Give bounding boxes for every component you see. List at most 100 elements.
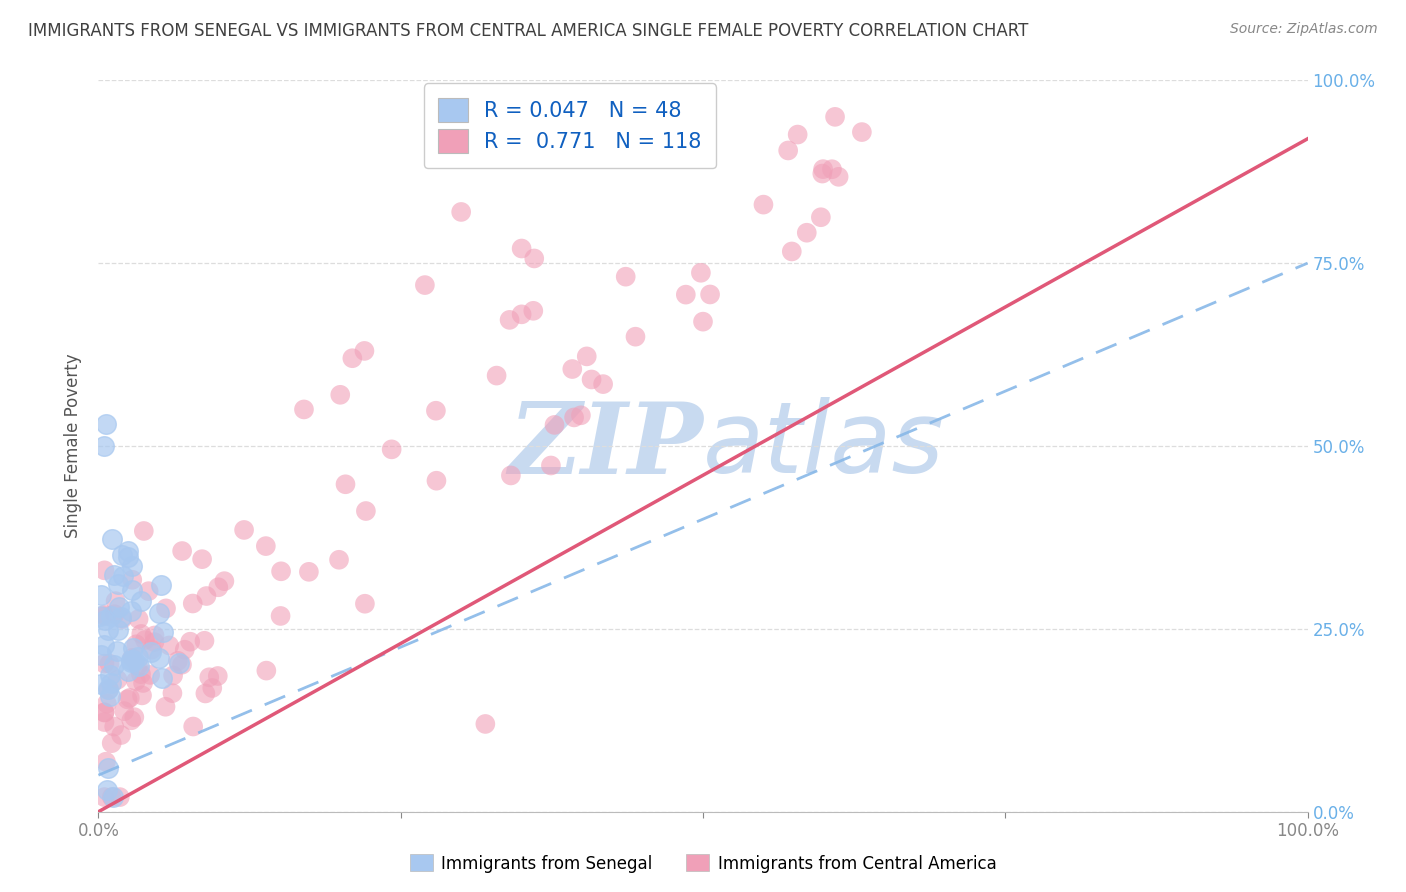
Point [157,639,180,653]
Point [569,409,592,423]
Legend: Immigrants from Senegal, Immigrants from Central America: Immigrants from Senegal, Immigrants from… [404,847,1002,880]
Legend: R = 0.047   N = 48, R =  0.771   N = 118: R = 0.047 N = 48, R = 0.771 N = 118 [423,83,716,168]
Point [125,674,148,689]
Point [575,350,598,364]
Point [125,637,148,651]
Point [101,532,124,546]
Point [143,635,166,649]
Point [120,653,142,667]
Point [485,368,508,383]
Point [690,266,713,280]
Point [796,226,818,240]
Point [120,713,142,727]
Point [148,651,170,665]
Point [499,468,522,483]
Point [100,736,122,750]
Point [121,640,143,655]
Point [167,654,190,668]
Point [134,633,156,648]
Point [143,628,166,642]
Point [173,642,195,657]
Point [90,648,112,662]
Point [614,269,637,284]
Point [131,689,153,703]
Point [101,790,124,805]
Point [254,539,277,553]
Point [97,761,120,775]
Point [561,362,583,376]
Point [132,524,155,538]
Point [111,612,134,626]
Point [354,504,377,518]
Point [810,211,832,225]
Point [254,664,277,678]
Point [93,613,115,627]
Point [152,624,174,639]
Point [562,410,585,425]
Point [510,307,533,321]
Point [93,609,115,624]
Point [150,671,173,685]
Point [121,655,143,669]
Point [101,790,124,805]
Point [335,477,357,491]
Point [107,673,129,687]
Point [824,110,846,124]
Point [104,594,127,608]
Point [93,607,115,622]
Point [132,676,155,690]
Point [167,656,190,670]
Point [353,343,375,358]
Point [381,442,404,457]
Point [207,669,229,683]
Point [112,704,135,718]
Point [93,706,115,720]
Point [93,714,115,729]
Point [675,287,697,301]
Point [198,670,221,684]
Point [692,315,714,329]
Point [214,574,236,589]
Point [121,582,143,597]
Point [592,377,614,392]
Point [474,717,496,731]
Point [120,604,142,618]
Point [105,644,128,658]
Point [827,169,849,184]
Point [148,607,170,621]
Point [139,668,162,682]
Point [425,474,447,488]
Point [540,458,562,473]
Point [150,578,173,592]
Point [270,564,292,578]
Point [111,569,134,583]
Point [97,681,120,696]
Point [450,117,472,131]
Point [172,544,194,558]
Point [699,287,721,301]
Point [107,576,129,591]
Point [98,668,121,682]
Point [139,645,162,659]
Point [233,523,256,537]
Point [121,559,143,574]
Point [821,162,844,177]
Point [581,372,603,386]
Point [104,607,127,622]
Point [201,681,224,695]
Point [342,351,364,366]
Point [89,609,111,624]
Point [103,568,125,582]
Point [100,676,122,690]
Point [117,550,139,565]
Point [170,657,193,672]
Point [194,686,217,700]
Point [129,594,152,608]
Point [93,638,115,652]
Point [129,627,152,641]
Point [103,720,125,734]
Point [851,125,873,139]
Point [117,692,139,706]
Point [811,162,834,177]
Point [522,303,544,318]
